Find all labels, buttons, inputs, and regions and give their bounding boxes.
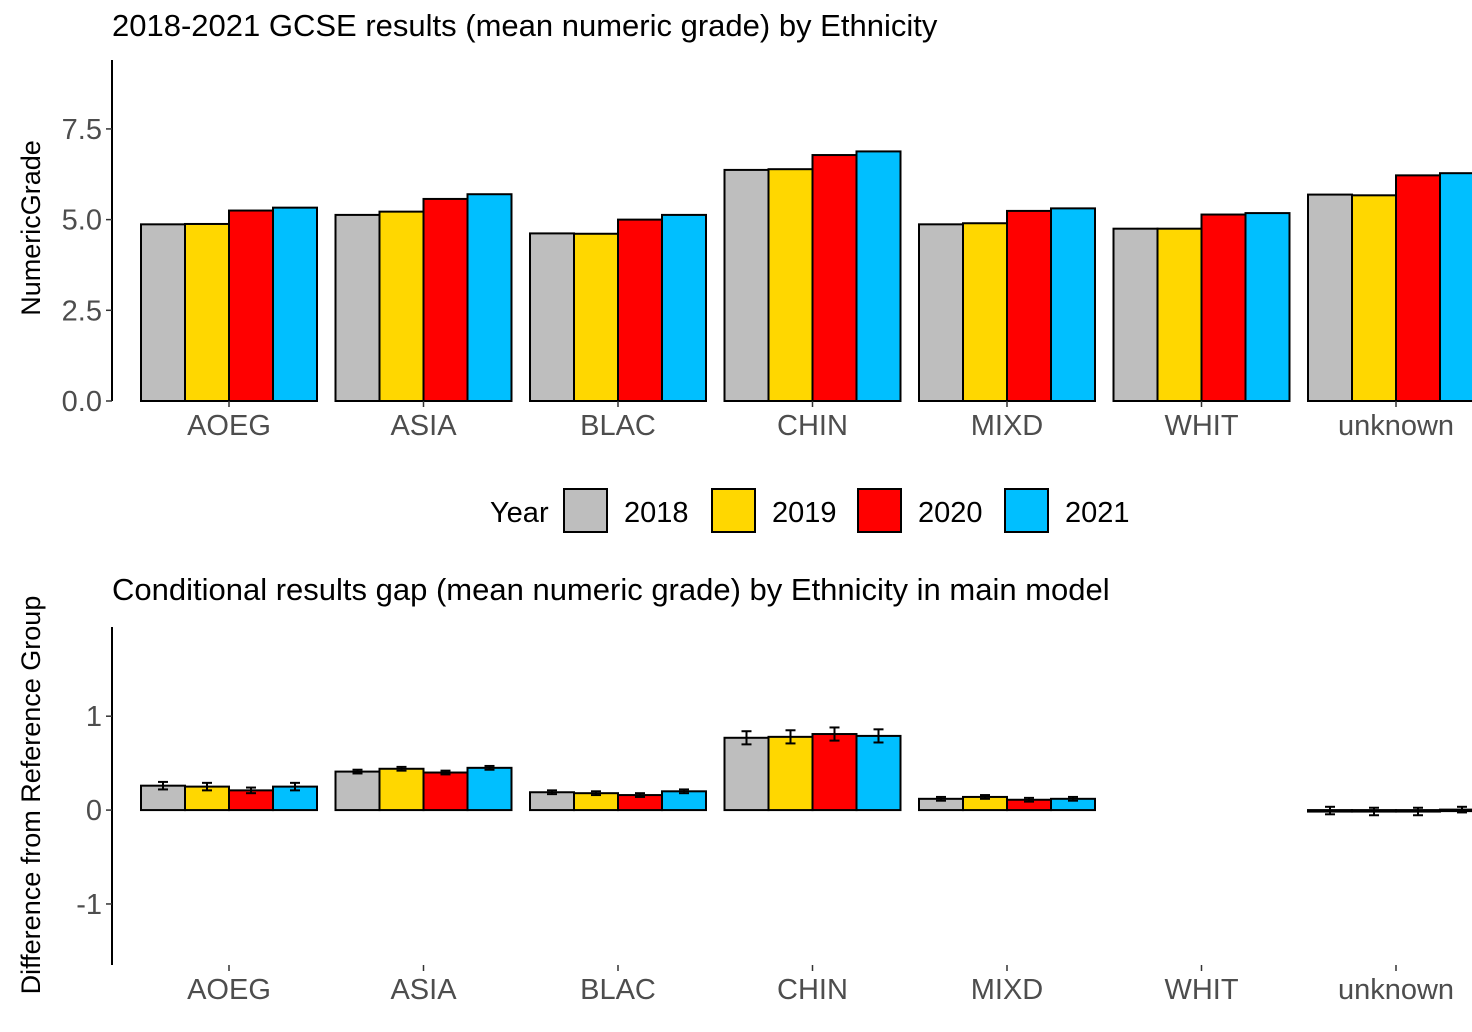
bar-bottom-CHIN-2021 (855, 734, 902, 812)
error-bar-bottom-CHIN-2020 (829, 726, 840, 742)
y-tick-label-top: 7.5 (62, 114, 102, 146)
bar-top-ASIA-2018 (334, 213, 381, 402)
panel-top: 2018-2021 GCSE results (mean numeric gra… (16, 8, 1472, 442)
x-tick-label-top: ASIA (390, 410, 457, 442)
bar-top-CHIN-2021 (855, 150, 902, 402)
bar-bottom-unknown-2021 (1439, 808, 1472, 813)
bar-bottom-ASIA-2018 (334, 770, 381, 812)
error-bar-bottom-unknown-2019 (1369, 806, 1379, 817)
x-tick-label-top: BLAC (580, 410, 656, 442)
error-bar-bottom-unknown-2021 (1457, 805, 1467, 814)
legend-key-2019 (711, 488, 756, 533)
bar-bottom-ASIA-2019 (378, 767, 425, 812)
bar-bottom-CHIN-2019 (767, 735, 814, 812)
chart-title-bottom: Conditional results gap (mean numeric gr… (112, 572, 1110, 607)
bar-bottom-ASIA-2020 (422, 771, 469, 812)
error-bar-bottom-ASIA-2019 (396, 765, 407, 772)
bar-top-AOEG-2018 (140, 223, 186, 402)
bar-top-BLAC-2021 (661, 213, 707, 402)
y-tick-label-top: 0.0 (62, 386, 102, 418)
error-bar-bottom-unknown-2020 (1413, 806, 1423, 817)
bar-top-unknown-2019 (1351, 194, 1397, 402)
error-bar-bottom-CHIN-2018 (741, 730, 752, 746)
error-bar-bottom-ASIA-2020 (440, 769, 451, 776)
error-bar-bottom-MIXD-2020 (1024, 796, 1034, 803)
x-tick-label-top: CHIN (777, 410, 848, 442)
bar-top-BLAC-2019 (573, 232, 619, 402)
x-tick-label-bottom: WHIT (1164, 974, 1238, 1006)
bar-top-unknown-2021 (1439, 172, 1472, 402)
bar-top-MIXD-2019 (962, 222, 1008, 402)
error-bar-bottom-CHIN-2019 (785, 729, 796, 745)
error-bar-bottom-BLAC-2020 (635, 792, 645, 798)
x-tick-label-bottom: MIXD (971, 974, 1044, 1006)
panel-bottom: Conditional results gap (mean numeric gr… (16, 572, 1472, 1006)
legend-title: Year (490, 497, 549, 529)
bar-top-AOEG-2021 (272, 206, 318, 402)
bar-top-CHIN-2019 (767, 168, 814, 402)
error-bar-bottom-AOEG-2021 (290, 781, 300, 792)
bar-top-AOEG-2020 (228, 209, 274, 402)
bar-top-CHIN-2018 (723, 168, 770, 402)
x-tick-label-bottom: unknown (1338, 974, 1454, 1006)
y-tick-label-top: 2.5 (62, 295, 102, 327)
bar-top-MIXD-2018 (918, 223, 964, 402)
bar-bottom-ASIA-2021 (466, 766, 513, 812)
error-bar-bottom-ASIA-2021 (484, 764, 495, 771)
legend-key-2021 (1004, 488, 1049, 533)
bar-top-ASIA-2019 (378, 210, 425, 402)
legend-label-2019: 2019 (772, 497, 837, 529)
error-bar-bottom-AOEG-2020 (246, 786, 256, 795)
error-bar-bottom-AOEG-2019 (202, 781, 212, 792)
legend: Year 2018 2019 2020 2021 (490, 488, 1130, 533)
x-tick-label-top: unknown (1338, 410, 1454, 442)
error-bar-bottom-BLAC-2021 (679, 788, 689, 795)
x-tick-label-bottom: ASIA (390, 974, 457, 1006)
bar-top-unknown-2018 (1307, 193, 1353, 402)
y-tick-label-top: 5.0 (62, 205, 102, 237)
x-tick-label-top: MIXD (971, 410, 1044, 442)
bar-top-WHIT-2021 (1244, 212, 1291, 402)
bar-bottom-CHIN-2020 (811, 733, 858, 812)
y-tick-label-bottom: 0 (86, 795, 102, 827)
error-bar-bottom-unknown-2018 (1325, 805, 1335, 816)
error-bar-bottom-MIXD-2021 (1068, 795, 1078, 802)
legend-label-2020: 2020 (918, 497, 983, 529)
y-axis-label-top: NumericGrade (16, 140, 46, 316)
y-axis-label-bottom: Difference from Reference Group (16, 596, 46, 995)
x-tick-label-bottom: CHIN (777, 974, 848, 1006)
x-tick-label-bottom: AOEG (187, 974, 271, 1006)
error-bar-bottom-AOEG-2018 (158, 780, 168, 791)
bar-top-MIXD-2021 (1050, 207, 1096, 402)
bar-top-ASIA-2020 (422, 197, 469, 402)
y-tick-label-bottom: -1 (76, 889, 102, 921)
error-bar-bottom-MIXD-2019 (980, 794, 990, 800)
legend-label-2018: 2018 (624, 497, 689, 529)
bar-top-CHIN-2020 (811, 154, 858, 402)
error-bar-bottom-BLAC-2018 (547, 789, 557, 796)
legend-label-2021: 2021 (1065, 497, 1130, 529)
bar-top-unknown-2020 (1395, 174, 1441, 402)
bar-top-ASIA-2021 (466, 193, 513, 402)
bar-top-WHIT-2020 (1200, 213, 1247, 402)
y-tick-label-bottom: 1 (86, 701, 102, 733)
error-bar-bottom-BLAC-2019 (591, 790, 601, 797)
legend-key-2018 (563, 488, 608, 533)
legend-key-2020 (857, 488, 902, 533)
chart-title-top: 2018-2021 GCSE results (mean numeric gra… (112, 8, 938, 43)
x-tick-label-top: AOEG (187, 410, 271, 442)
bar-bottom-CHIN-2018 (723, 736, 770, 812)
bar-top-MIXD-2020 (1006, 209, 1052, 402)
x-tick-label-bottom: BLAC (580, 974, 656, 1006)
bar-top-BLAC-2018 (529, 232, 575, 402)
error-bar-bottom-CHIN-2021 (873, 728, 884, 744)
bar-top-WHIT-2018 (1112, 227, 1159, 402)
error-bar-bottom-ASIA-2018 (352, 768, 363, 775)
bar-top-BLAC-2020 (617, 218, 663, 402)
error-bar-bottom-MIXD-2018 (936, 795, 946, 802)
x-tick-label-top: WHIT (1164, 410, 1238, 442)
bar-top-WHIT-2019 (1156, 227, 1203, 402)
bar-top-AOEG-2019 (184, 222, 230, 402)
